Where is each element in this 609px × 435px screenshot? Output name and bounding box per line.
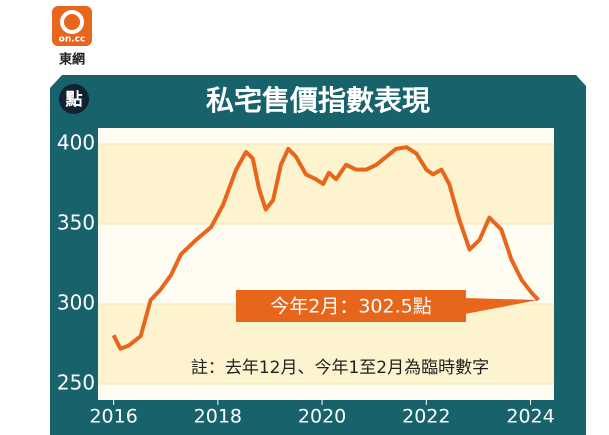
line	[111, 145, 540, 351]
logo-text: on.cc	[59, 35, 86, 45]
x-tick-label: 2018	[194, 406, 242, 428]
unit-badge	[59, 84, 89, 114]
x-tick-label: 2024	[506, 406, 554, 428]
logo-ring	[60, 10, 84, 34]
brand: 東網	[59, 52, 85, 68]
y-tick-label: 250	[57, 371, 95, 395]
band	[98, 144, 554, 224]
y-tick-label: 300	[57, 291, 95, 315]
x-tick-label: 2020	[298, 406, 346, 428]
annotation: 今年2月：302.5點	[270, 296, 431, 318]
y-tick-label: 400	[57, 131, 95, 155]
callout-box	[236, 290, 466, 322]
chart-title: 私宅售價指數表現	[206, 84, 430, 117]
unit: 點	[65, 89, 83, 110]
callout-pointer	[465, 298, 539, 314]
y-tick-label: 350	[57, 211, 95, 235]
note: 註：去年12月、今年1至2月為臨時數字	[191, 358, 489, 378]
x-tick-label: 2016	[89, 406, 137, 428]
x-tick-label: 2022	[402, 406, 450, 428]
